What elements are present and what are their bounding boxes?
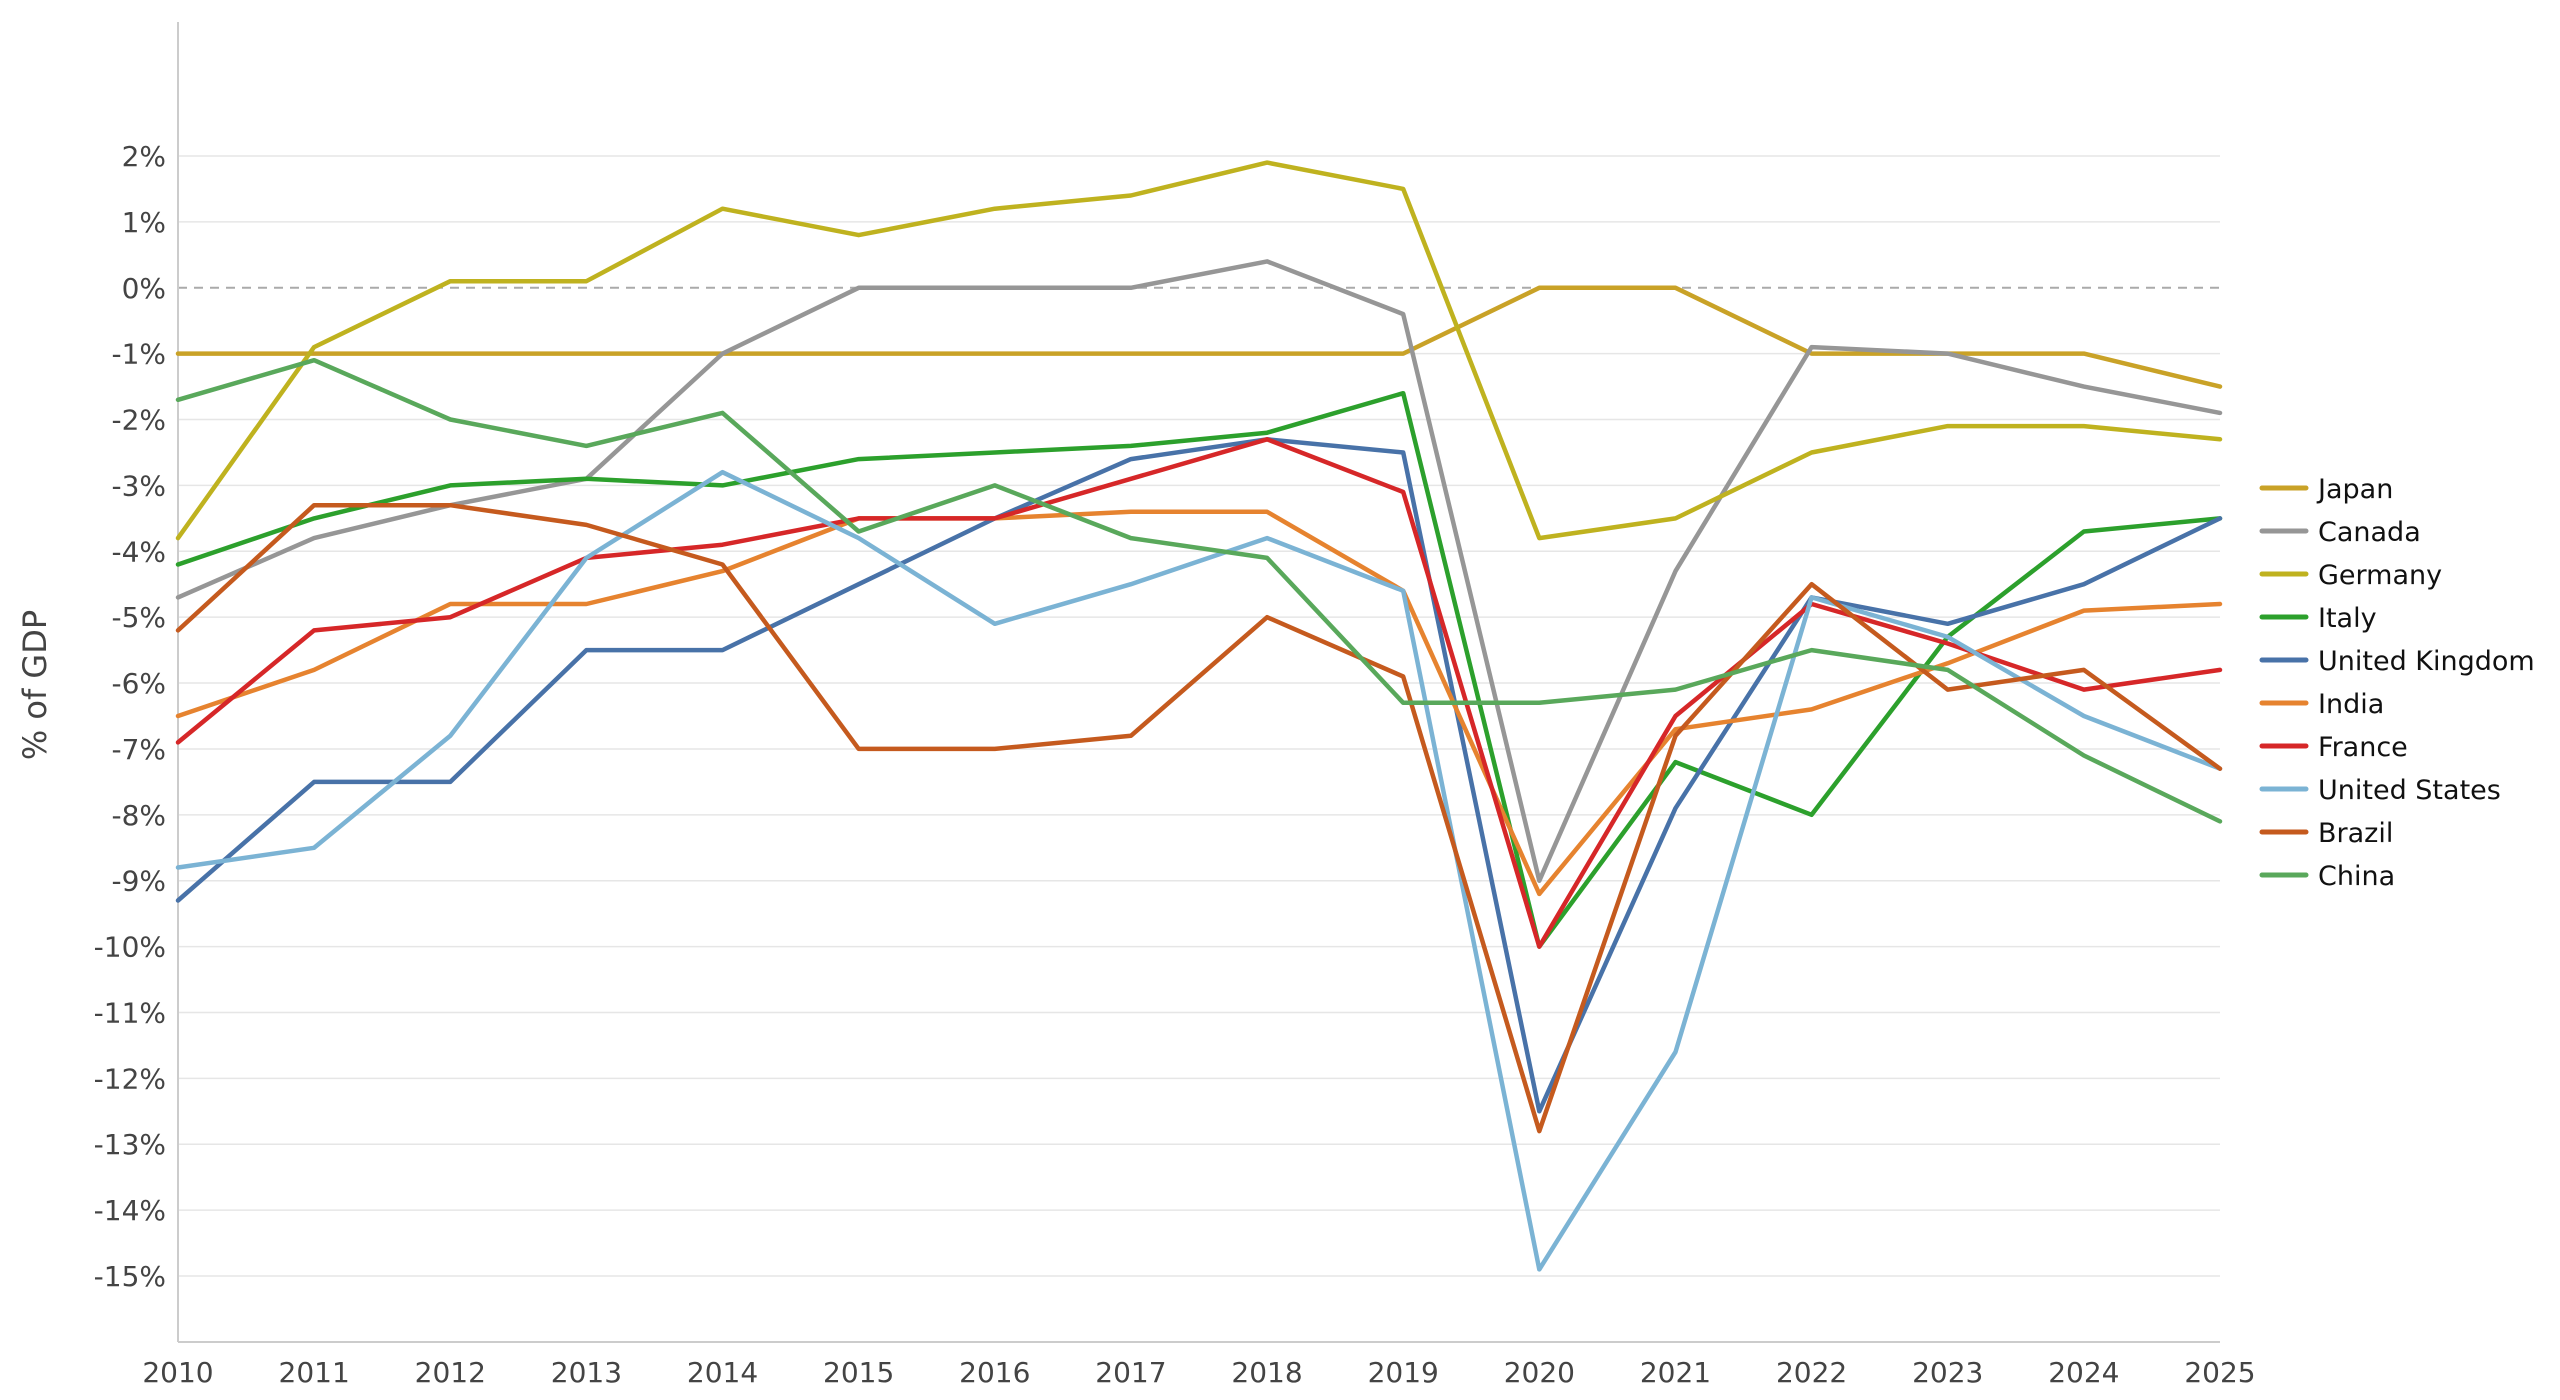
legend-item-united-kingdom[interactable]: United Kingdom	[2259, 646, 2535, 677]
x-tick-label: 2015	[823, 1356, 894, 1389]
legend-label: Germany	[2318, 560, 2442, 591]
legend-item-france[interactable]: France	[2259, 732, 2408, 763]
axes-layer	[177, 22, 2220, 1343]
x-tick-label: 2017	[1095, 1356, 1166, 1389]
y-tick-label: -10%	[94, 931, 166, 964]
x-tick-label: 2011	[279, 1356, 350, 1389]
x-tick-label: 2021	[1640, 1356, 1711, 1389]
series-layer	[175, 160, 2223, 1272]
legend-item-italy[interactable]: Italy	[2259, 603, 2377, 634]
y-tick-label: -5%	[111, 601, 166, 634]
y-tick-label: -9%	[111, 865, 166, 898]
legend-item-china[interactable]: China	[2259, 861, 2395, 892]
legend-label: Italy	[2318, 603, 2377, 634]
legend-item-united-states[interactable]: United States	[2259, 775, 2501, 806]
x-tick-label: 2020	[1504, 1356, 1575, 1389]
series-line-germany	[175, 160, 2223, 541]
x-tick-label: 2013	[551, 1356, 622, 1389]
legend-item-japan[interactable]: Japan	[2259, 474, 2393, 505]
series-line-united-kingdom	[175, 437, 2223, 1114]
legend-label: France	[2318, 732, 2408, 763]
series-line-italy	[175, 390, 2223, 949]
legend-item-india[interactable]: India	[2259, 689, 2384, 720]
y-tick-label: 0%	[122, 272, 166, 305]
series-line-japan	[175, 285, 2223, 389]
x-tick-label: 2012	[415, 1356, 486, 1389]
grid-layer	[178, 155, 2220, 1277]
y-tick-labels: 2% 1% 0% -1% -2% -3% -4% -5% -6% -7% -8% -9% -10% -11…	[94, 140, 166, 1293]
y-tick-label: -3%	[111, 469, 166, 502]
legend-label: United States	[2318, 775, 2501, 806]
x-tick-label: 2023	[1912, 1356, 1983, 1389]
y-tick-label: -4%	[111, 535, 166, 568]
y-tick-label: 2%	[122, 140, 166, 173]
legend-item-brazil[interactable]: Brazil	[2259, 818, 2393, 849]
x-tick-label: 2010	[142, 1356, 213, 1389]
legend-label: United Kingdom	[2318, 646, 2535, 677]
y-tick-label: -2%	[111, 404, 166, 437]
x-tick-label: 2014	[687, 1356, 758, 1389]
legend-label: India	[2318, 689, 2384, 720]
x-tick-label: 2024	[2048, 1356, 2119, 1389]
x-tick-label: 2016	[959, 1356, 1030, 1389]
legend-item-germany[interactable]: Germany	[2259, 560, 2442, 591]
y-tick-label: -11%	[94, 996, 166, 1029]
series-line-brazil	[175, 502, 2223, 1134]
y-tick-label: -12%	[94, 1062, 166, 1095]
x-tick-labels: 2010 2011 2012 2013 2014 2015 2016 2017 2018 2019…	[142, 1356, 2255, 1389]
x-tick-label: 2022	[1776, 1356, 1847, 1389]
series-line-united-states	[175, 469, 2223, 1272]
x-tick-label: 2025	[2184, 1356, 2255, 1389]
y-tick-label: -8%	[111, 799, 166, 832]
legend[interactable]: Japan Canada Germany Italy United Kingdom Ind…	[2259, 474, 2535, 892]
series-line-canada	[175, 259, 2223, 883]
y-tick-label: -15%	[94, 1260, 166, 1293]
x-tick-label: 2018	[1231, 1356, 1302, 1389]
legend-label: Japan	[2316, 474, 2393, 505]
legend-label: China	[2318, 861, 2395, 892]
legend-item-canada[interactable]: Canada	[2259, 517, 2421, 548]
legend-label: Canada	[2318, 517, 2421, 548]
y-tick-label: -1%	[111, 338, 166, 371]
series-line-india	[175, 509, 2223, 897]
legend-label: Brazil	[2318, 818, 2393, 849]
series-line-china	[175, 357, 2223, 824]
x-tick-label: 2019	[1368, 1356, 1439, 1389]
y-tick-label: 1%	[122, 206, 166, 239]
series-line-france	[175, 437, 2223, 949]
y-tick-label: -7%	[111, 733, 166, 766]
y-tick-label: -13%	[94, 1128, 166, 1161]
y-tick-label: -14%	[94, 1194, 166, 1227]
y-axis-title: % of GDP	[16, 610, 54, 760]
y-tick-label: -6%	[111, 667, 166, 700]
